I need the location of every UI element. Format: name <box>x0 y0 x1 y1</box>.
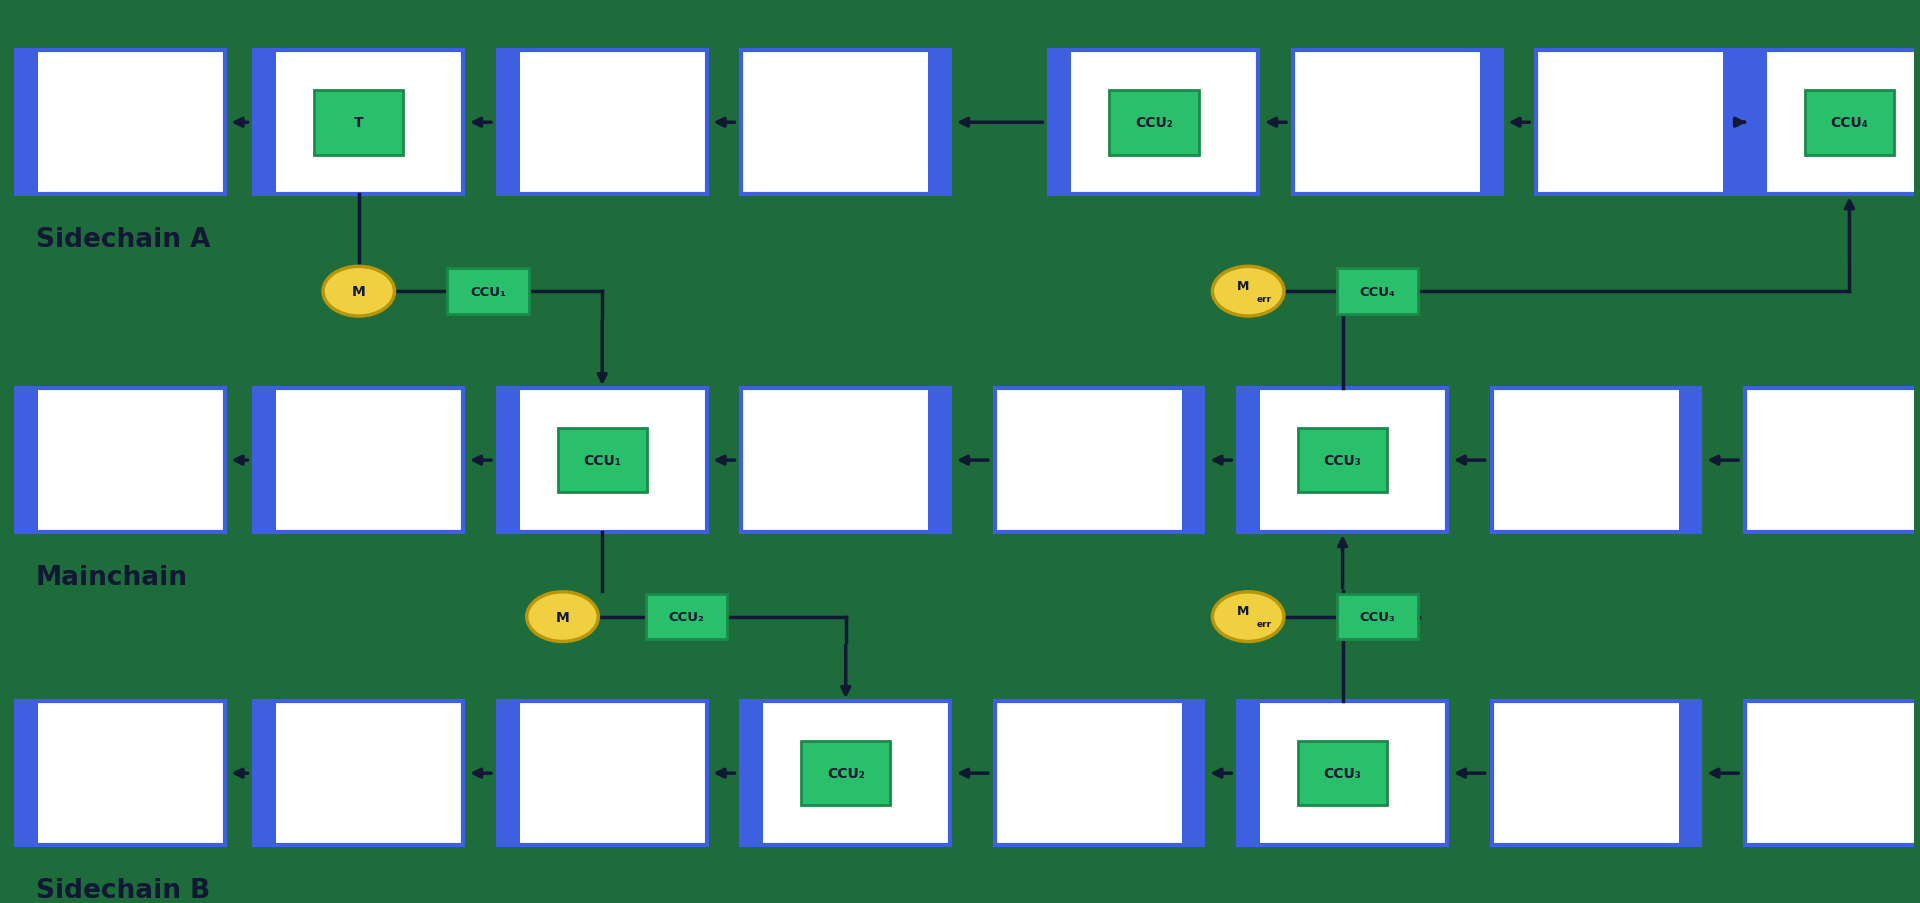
FancyBboxPatch shape <box>1238 388 1260 533</box>
Text: T: T <box>353 116 363 130</box>
FancyBboxPatch shape <box>255 51 276 195</box>
FancyBboxPatch shape <box>497 702 707 845</box>
FancyBboxPatch shape <box>1492 388 1701 533</box>
FancyBboxPatch shape <box>1745 51 1920 195</box>
FancyBboxPatch shape <box>1745 51 1766 195</box>
FancyBboxPatch shape <box>1536 51 1745 195</box>
Text: CCU₃: CCU₃ <box>1323 453 1361 468</box>
FancyBboxPatch shape <box>1492 702 1701 845</box>
FancyBboxPatch shape <box>1238 702 1260 845</box>
FancyBboxPatch shape <box>1745 388 1920 533</box>
FancyBboxPatch shape <box>15 388 225 533</box>
Text: CCU₁: CCU₁ <box>470 285 505 298</box>
FancyBboxPatch shape <box>497 51 520 195</box>
Text: M: M <box>1236 279 1250 293</box>
FancyBboxPatch shape <box>497 388 520 533</box>
FancyBboxPatch shape <box>1238 702 1448 845</box>
FancyBboxPatch shape <box>255 702 463 845</box>
FancyBboxPatch shape <box>1678 702 1701 845</box>
FancyBboxPatch shape <box>927 388 950 533</box>
Text: Sidechain B: Sidechain B <box>36 877 209 903</box>
Ellipse shape <box>1212 267 1284 317</box>
Text: M: M <box>1236 604 1250 618</box>
Text: CCU₄: CCU₄ <box>1359 285 1396 298</box>
FancyBboxPatch shape <box>645 594 728 640</box>
FancyBboxPatch shape <box>741 388 950 533</box>
FancyBboxPatch shape <box>1050 51 1258 195</box>
Text: M: M <box>555 610 570 624</box>
Text: Sidechain A: Sidechain A <box>36 227 211 253</box>
Text: CCU₄: CCU₄ <box>1830 116 1868 130</box>
FancyBboxPatch shape <box>741 51 950 195</box>
FancyBboxPatch shape <box>557 428 647 493</box>
Text: CCU₁: CCU₁ <box>584 453 622 468</box>
FancyBboxPatch shape <box>741 702 764 845</box>
Text: err: err <box>1256 294 1271 303</box>
Ellipse shape <box>1212 592 1284 642</box>
FancyBboxPatch shape <box>1050 51 1071 195</box>
Text: Mainchain: Mainchain <box>36 564 188 591</box>
FancyBboxPatch shape <box>255 702 276 845</box>
FancyBboxPatch shape <box>497 388 707 533</box>
FancyBboxPatch shape <box>497 702 520 845</box>
FancyBboxPatch shape <box>255 388 463 533</box>
FancyBboxPatch shape <box>801 741 891 805</box>
FancyBboxPatch shape <box>255 51 463 195</box>
Ellipse shape <box>526 592 599 642</box>
FancyBboxPatch shape <box>995 388 1204 533</box>
FancyBboxPatch shape <box>15 702 38 845</box>
FancyBboxPatch shape <box>1110 91 1198 155</box>
FancyBboxPatch shape <box>1238 388 1448 533</box>
Text: CCU₂: CCU₂ <box>668 610 705 623</box>
FancyBboxPatch shape <box>1181 388 1204 533</box>
FancyBboxPatch shape <box>497 51 707 195</box>
FancyBboxPatch shape <box>315 91 403 155</box>
FancyBboxPatch shape <box>15 51 225 195</box>
FancyBboxPatch shape <box>255 388 276 533</box>
FancyBboxPatch shape <box>1336 594 1419 640</box>
FancyBboxPatch shape <box>15 702 225 845</box>
FancyBboxPatch shape <box>1336 269 1419 314</box>
Text: CCU₂: CCU₂ <box>1135 116 1173 130</box>
FancyBboxPatch shape <box>995 702 1204 845</box>
Text: CCU₃: CCU₃ <box>1323 767 1361 780</box>
Text: err: err <box>1256 619 1271 628</box>
FancyBboxPatch shape <box>1298 428 1388 493</box>
FancyBboxPatch shape <box>1480 51 1501 195</box>
FancyBboxPatch shape <box>15 388 38 533</box>
Text: CCU₂: CCU₂ <box>828 767 864 780</box>
FancyBboxPatch shape <box>1678 388 1701 533</box>
FancyBboxPatch shape <box>741 702 950 845</box>
FancyBboxPatch shape <box>1805 91 1895 155</box>
FancyBboxPatch shape <box>447 269 528 314</box>
Text: CCU₃: CCU₃ <box>1359 610 1396 623</box>
FancyBboxPatch shape <box>15 51 38 195</box>
FancyBboxPatch shape <box>1745 702 1920 845</box>
FancyBboxPatch shape <box>1181 702 1204 845</box>
Text: M: M <box>351 284 365 299</box>
Ellipse shape <box>323 267 394 317</box>
FancyBboxPatch shape <box>1298 741 1388 805</box>
FancyBboxPatch shape <box>1724 51 1745 195</box>
FancyBboxPatch shape <box>927 51 950 195</box>
FancyBboxPatch shape <box>1292 51 1501 195</box>
